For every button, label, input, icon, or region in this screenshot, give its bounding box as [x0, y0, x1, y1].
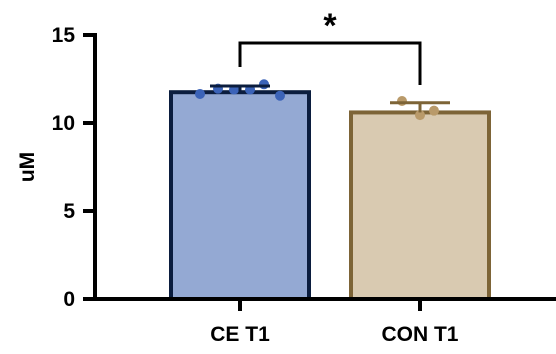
bars-layer	[169, 90, 491, 301]
data-point-0-0	[195, 88, 205, 99]
x-tick-label-1: CON T1	[381, 323, 458, 346]
data-point-1-2	[429, 105, 439, 116]
y-ticks-layer: 0 5 10 15	[52, 24, 95, 311]
data-point-1-1	[415, 110, 425, 121]
y-tick-label-0: 0	[63, 288, 75, 311]
y-tick-label-15: 15	[52, 24, 76, 47]
y-axis-title: uM	[16, 152, 39, 182]
y-tick-label-5: 5	[63, 200, 75, 223]
data-point-0-4	[259, 79, 269, 90]
significance-bracket	[238, 41, 422, 85]
significance-bracket-line	[238, 41, 422, 85]
bar-1	[349, 110, 491, 301]
data-point-1-0	[397, 96, 407, 106]
error-bars-layer	[210, 84, 450, 113]
y-tick-label-10: 10	[52, 112, 75, 135]
x-labels-layer: CE T1 CON T1	[210, 299, 459, 346]
bar-0	[169, 90, 311, 301]
data-point-0-5	[275, 90, 285, 101]
x-tick-label-0: CE T1	[210, 323, 270, 346]
axes-layer	[93, 33, 556, 301]
significance-label: *	[323, 7, 337, 45]
